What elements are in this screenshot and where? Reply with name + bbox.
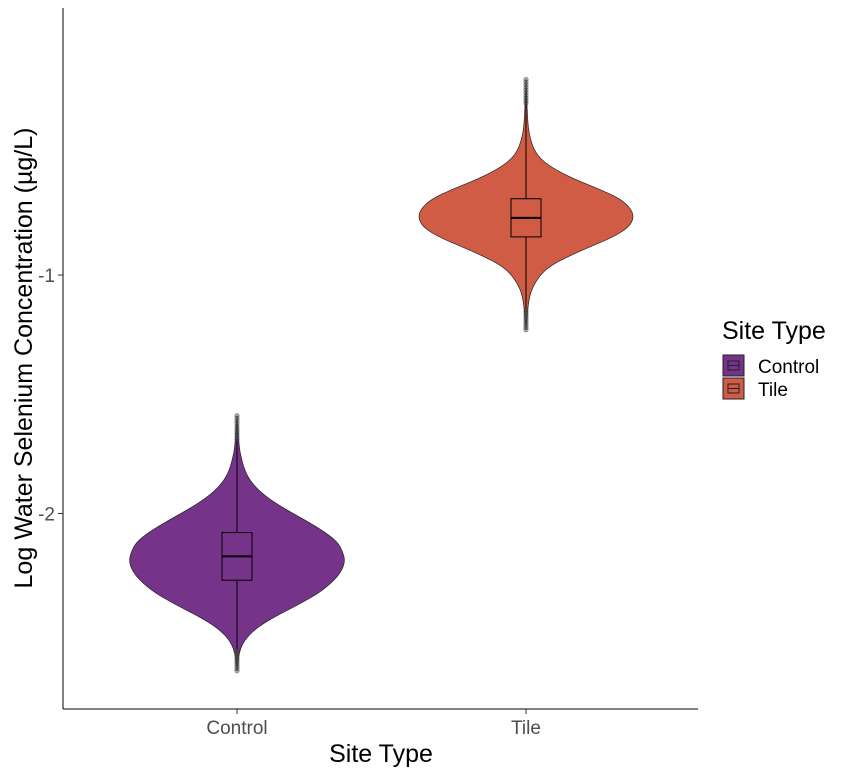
data-point	[523, 95, 529, 101]
data-point	[234, 421, 240, 427]
legend-item-tile: Tile	[722, 377, 788, 401]
violin-control	[129, 413, 345, 674]
data-point	[523, 77, 529, 83]
legend-label: Tile	[758, 380, 788, 401]
data-point	[234, 648, 240, 654]
data-point	[234, 413, 240, 419]
violin-tile	[418, 77, 634, 333]
data-point	[234, 418, 240, 424]
data-point	[234, 423, 240, 429]
x-tick-label: Control	[206, 718, 267, 739]
data-point	[523, 306, 529, 312]
legend-item-control: Control	[722, 354, 819, 378]
data-point	[234, 436, 240, 442]
data-point	[523, 100, 529, 106]
x-tick-label: Tile	[511, 718, 541, 739]
legend-label: Control	[758, 357, 819, 378]
data-point	[523, 90, 529, 96]
y-tick-label: -1	[38, 266, 55, 287]
data-point	[523, 92, 529, 98]
plot-area	[129, 77, 634, 674]
data-point	[523, 87, 529, 93]
data-point	[234, 415, 240, 421]
data-point	[234, 431, 240, 437]
y-tick-label: -2	[38, 504, 55, 525]
data-point	[523, 79, 529, 85]
data-point	[234, 428, 240, 434]
axis-ticks: -1 -2 Control Tile	[38, 266, 541, 739]
data-point	[523, 98, 529, 104]
data-point	[234, 433, 240, 439]
x-axis-title: Site Type	[329, 740, 433, 768]
legend-title: Site Type	[722, 317, 826, 345]
data-point	[523, 84, 529, 90]
data-point	[523, 82, 529, 88]
y-axis-title: Log Water Selenium Concentration (µg/L)	[10, 128, 38, 589]
data-point	[234, 426, 240, 432]
